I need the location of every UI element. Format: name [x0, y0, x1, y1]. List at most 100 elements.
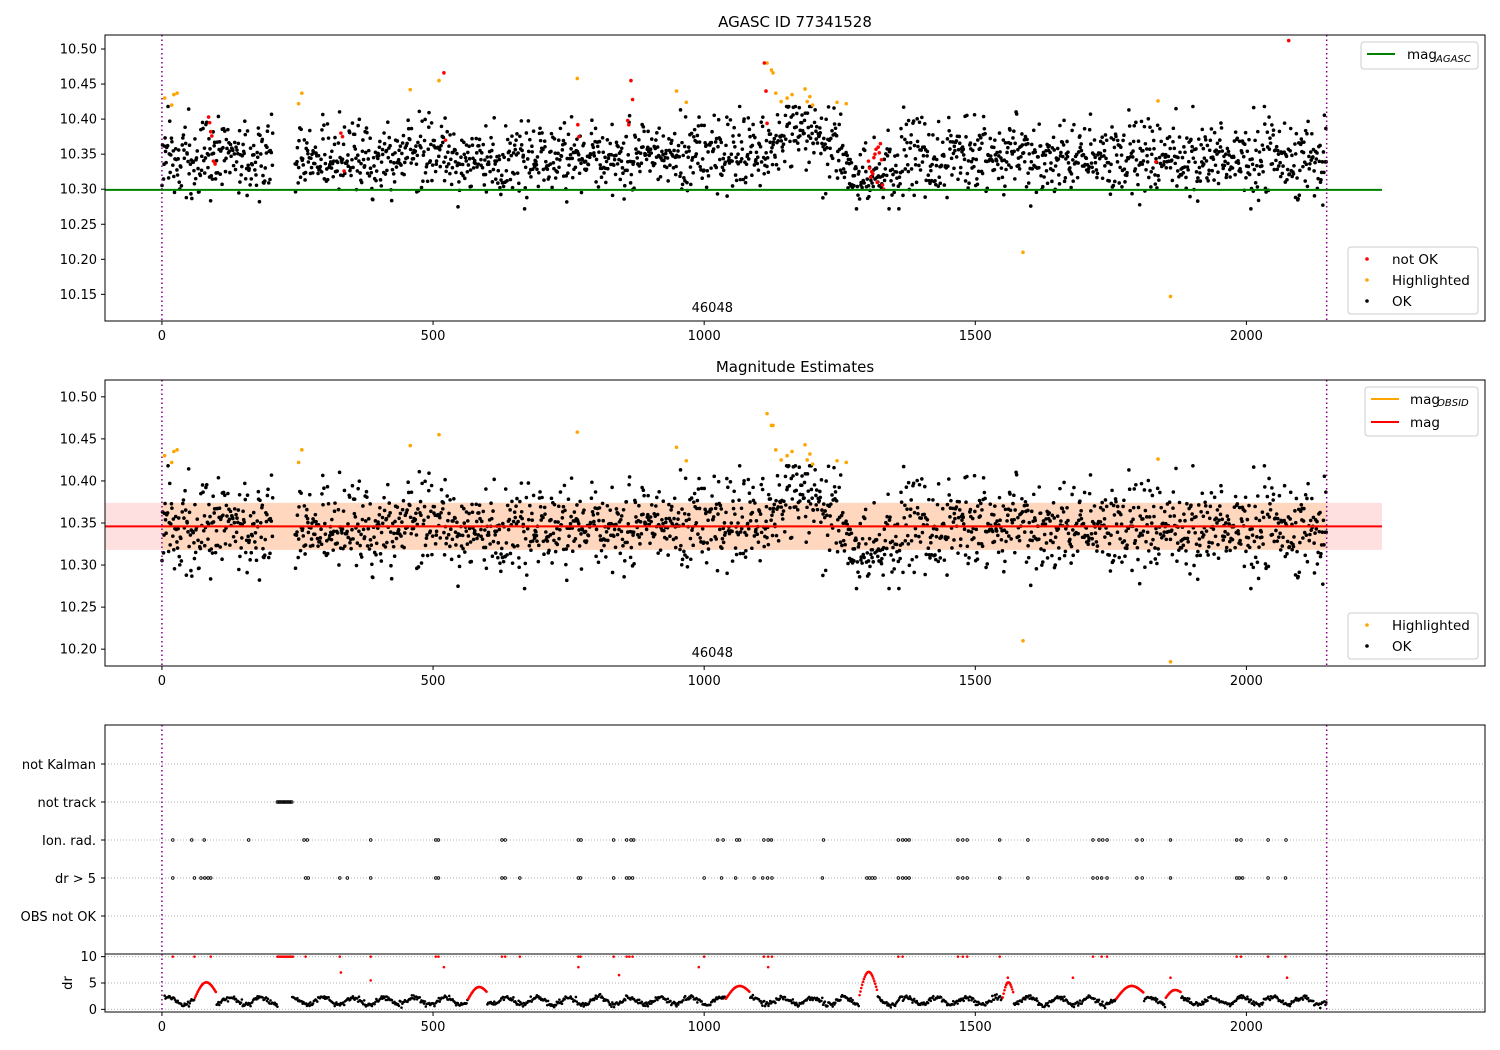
ok-point [1257, 545, 1261, 549]
not-ok-point [879, 157, 884, 162]
ok-point [1284, 154, 1289, 159]
ok-point [594, 554, 598, 559]
highlighted-point [835, 100, 839, 105]
ok-point [937, 175, 942, 179]
ok-point [1066, 150, 1070, 154]
ok-point [200, 483, 205, 487]
ok-point [597, 139, 602, 144]
ok-point [1157, 552, 1161, 556]
ok-point [897, 586, 901, 591]
ok-point [656, 177, 660, 182]
ok-point [766, 128, 771, 133]
dr-point-ok [539, 996, 542, 999]
ok-point [854, 207, 859, 211]
ok-point [1247, 137, 1251, 142]
ok-point [952, 538, 956, 542]
ok-point [445, 494, 450, 498]
ok-point [729, 152, 734, 156]
ok-point [1141, 148, 1145, 153]
ok-point [429, 142, 433, 147]
ok-point [1307, 538, 1312, 543]
ok-point [648, 147, 653, 152]
ok-point [168, 170, 172, 175]
ok-point [187, 143, 192, 148]
ok-point [528, 137, 532, 142]
ok-point [378, 139, 382, 144]
ok-point [579, 190, 584, 195]
ok-point [335, 531, 340, 535]
ok-point [516, 151, 520, 155]
highlighted-point [175, 448, 179, 452]
ok-point [775, 112, 780, 117]
flag-point-dr5 [436, 876, 441, 880]
flag-point-ion-rad [1097, 838, 1101, 842]
ok-point [871, 184, 876, 189]
ok-point [1007, 534, 1011, 538]
ok-point [1243, 130, 1248, 135]
ok-point [209, 547, 214, 551]
ok-point [903, 137, 907, 142]
ok-point [1049, 161, 1053, 165]
ok-point [1003, 559, 1007, 564]
ok-point [925, 518, 930, 522]
ok-point [1051, 540, 1055, 545]
ok-point [723, 530, 728, 535]
ok-point [934, 157, 939, 162]
ok-point [166, 464, 170, 468]
ok-point [1104, 156, 1108, 161]
ok-point [710, 129, 714, 134]
ok-point [676, 517, 680, 521]
flag-point-ion-rad [631, 838, 636, 842]
ok-point [245, 193, 249, 198]
ok-point [252, 152, 256, 157]
ok-point [331, 159, 336, 163]
ok-point [539, 518, 543, 522]
ok-point [973, 509, 977, 514]
ok-point [421, 522, 426, 527]
ok-point [401, 498, 406, 503]
ok-point [748, 500, 752, 504]
ok-point [1192, 563, 1196, 568]
ok-point [695, 133, 700, 138]
ok-point [237, 493, 242, 497]
dr-point-ok [521, 1005, 525, 1008]
ok-point [1256, 198, 1261, 203]
ok-point [1162, 530, 1167, 534]
dr-point-not-ok [748, 990, 751, 993]
ok-point [1062, 553, 1067, 558]
ok-point [206, 522, 211, 526]
ok-point [261, 546, 265, 551]
ok-point [789, 164, 794, 169]
ok-point [220, 557, 224, 562]
ok-point [1296, 197, 1300, 201]
flag-point-dr5 [965, 876, 969, 880]
ok-point [333, 135, 337, 140]
ok-point [1254, 516, 1258, 521]
ok-point [848, 527, 852, 532]
ok-point [1194, 170, 1199, 174]
ok-point [935, 137, 940, 141]
ok-point [1044, 541, 1049, 545]
ok-point [315, 165, 320, 169]
ok-point [904, 154, 908, 158]
ok-point [527, 171, 532, 175]
ok-point [1052, 148, 1057, 152]
ok-point [1204, 529, 1209, 533]
dr-point-ok [650, 1002, 653, 1005]
ok-point [922, 145, 927, 149]
ok-point [1168, 165, 1173, 170]
ok-point [724, 143, 728, 148]
ok-point [379, 160, 384, 164]
ok-point [1055, 146, 1060, 151]
x-tick-label: 0 [158, 329, 166, 344]
dr-point-ok [373, 1002, 376, 1006]
ok-point [457, 554, 461, 559]
ok-point [1078, 134, 1082, 138]
ok-point [242, 481, 247, 486]
ok-point [1039, 547, 1043, 551]
ok-point [366, 516, 371, 521]
ok-point [1321, 582, 1325, 586]
ok-point [1189, 149, 1194, 154]
ok-point [406, 118, 410, 122]
ok-point [653, 532, 657, 537]
